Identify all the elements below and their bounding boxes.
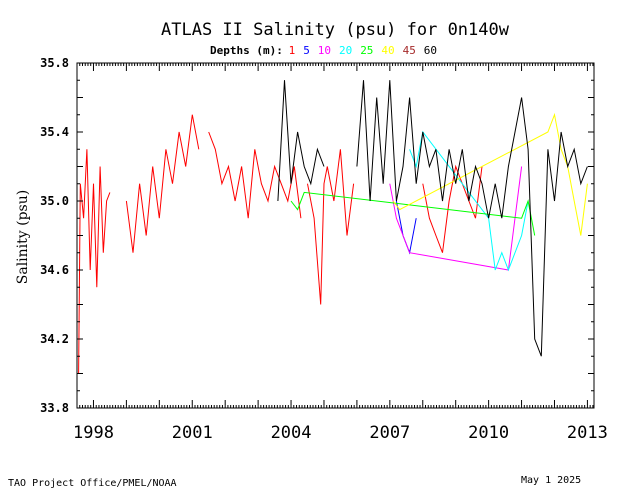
legend-entry-1: 1 bbox=[289, 44, 296, 57]
y-tick-label: 35.8 bbox=[40, 56, 69, 70]
series-20-segment-0 bbox=[409, 130, 529, 272]
footer-date: May 1 2025 bbox=[521, 475, 582, 486]
legend-entry-20: 20 bbox=[339, 44, 352, 57]
x-tick-label: 2010 bbox=[468, 423, 509, 443]
series-1-segment-0 bbox=[78, 149, 111, 374]
y-axis-label: Salinity (psu) bbox=[15, 190, 31, 284]
plot-frame bbox=[76, 62, 595, 409]
y-tick-label: 33.8 bbox=[40, 401, 69, 415]
x-tick-label: 2004 bbox=[271, 423, 312, 443]
legend-entry-45: 45 bbox=[403, 44, 416, 57]
series-1-segment-4 bbox=[422, 164, 483, 253]
legend-entry-60: 60 bbox=[424, 44, 437, 57]
series-1-segment-2 bbox=[208, 131, 302, 219]
legend-entry-10: 10 bbox=[318, 44, 331, 57]
y-tick-label: 35.0 bbox=[40, 194, 69, 208]
series-60-segment-1 bbox=[356, 80, 588, 357]
series-60-segment-0 bbox=[277, 80, 325, 202]
x-tick-label: 2007 bbox=[369, 423, 410, 443]
series-1-segment-3 bbox=[307, 149, 355, 305]
legend-entry-25: 25 bbox=[360, 44, 373, 57]
series-40-segment-0 bbox=[392, 112, 588, 236]
y-tick-label: 34.2 bbox=[40, 332, 69, 346]
series-10-segment-0 bbox=[389, 166, 523, 271]
series-1-segment-1 bbox=[125, 114, 200, 253]
chart-title: ATLAS II Salinity (psu) for 0n140w bbox=[161, 20, 510, 40]
x-tick-label: 2013 bbox=[567, 423, 608, 443]
legend-title: Depths (m): bbox=[210, 44, 283, 57]
footer-credit: TAO Project Office/PMEL/NOAA bbox=[8, 478, 177, 489]
legend-entry-5: 5 bbox=[303, 44, 310, 57]
depth-legend: Depths (m): 1 5 10 20 25 40 45 60 bbox=[210, 44, 437, 57]
y-tick-label: 35.4 bbox=[40, 125, 69, 139]
x-tick-label: 1998 bbox=[73, 423, 114, 443]
plot-area bbox=[78, 80, 588, 374]
series-25-segment-0 bbox=[290, 191, 536, 236]
x-tick-label: 2001 bbox=[172, 423, 213, 443]
axes: 33.8 34.2 34.6 35.0 35.4 35.8 1998 2001 2004 2007… bbox=[40, 56, 608, 443]
y-tick-label: 34.6 bbox=[40, 263, 69, 277]
legend-entry-40: 40 bbox=[381, 44, 394, 57]
